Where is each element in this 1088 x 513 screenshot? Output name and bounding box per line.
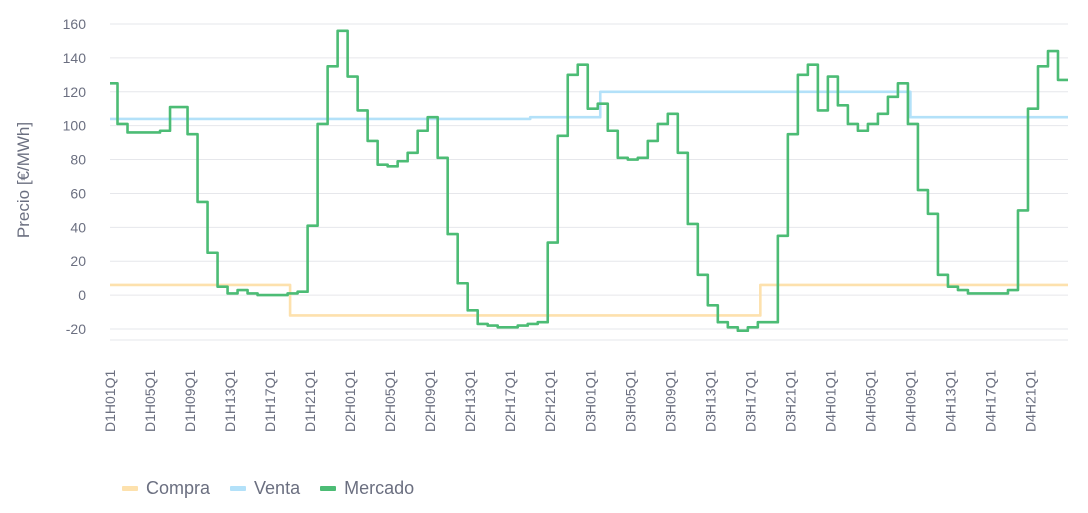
legend-item-compra[interactable]: Compra [122,478,210,499]
x-tick-label: D1H17Q1 [262,370,278,432]
y-tick-label: 100 [63,118,87,134]
y-tick-label: 140 [63,50,87,66]
x-tick-label: D4H01Q1 [822,370,838,432]
x-tick-label: D2H17Q1 [502,370,518,432]
y-axis-title: Precio [€/MWh] [14,122,33,238]
y-tick-label: 0 [78,287,86,303]
legend-swatch-venta [230,486,247,491]
y-tick-label: 160 [63,16,87,32]
legend-swatch-compra [122,486,138,491]
x-tick-label: D1H01Q1 [102,370,118,432]
x-tick-label: D3H05Q1 [622,370,638,432]
x-tick-label: D4H21Q1 [1022,370,1038,432]
x-tick-label: D1H05Q1 [142,370,158,432]
y-tick-label: 20 [70,253,86,269]
y-axis: -20 0 20 40 60 80 100 120 140 160 [63,16,87,337]
series-line-compra [110,283,1068,317]
x-tick-label: D2H09Q1 [422,370,438,432]
y-tick-label: 60 [70,185,86,201]
x-tick-label: D3H09Q1 [662,370,678,432]
y-tick-label: 40 [70,219,86,235]
legend: Compra Venta Mercado [122,478,414,499]
legend-item-venta[interactable]: Venta [230,478,300,499]
series-lines [110,29,1068,332]
series-line-mercado [110,29,1068,332]
y-tick-label: 80 [70,152,86,168]
x-tick-label: D2H13Q1 [462,370,478,432]
legend-label-compra: Compra [146,478,211,498]
x-tick-label: D3H17Q1 [742,370,758,432]
x-tick-label: D2H01Q1 [342,370,358,432]
x-tick-label: D3H21Q1 [782,370,798,432]
x-tick-label: D4H09Q1 [902,370,918,432]
series-line-venta [110,90,1068,121]
x-tick-label: D2H21Q1 [542,370,558,432]
x-tick-label: D1H21Q1 [302,370,318,432]
x-tick-label: D4H17Q1 [982,370,998,432]
legend-item-mercado[interactable]: Mercado [320,478,414,499]
x-tick-label: D1H09Q1 [182,370,198,432]
x-tick-label: D4H13Q1 [942,370,958,432]
x-tick-label: D2H05Q1 [382,370,398,432]
x-tick-label: D3H13Q1 [702,370,718,432]
x-tick-label: D4H05Q1 [862,370,878,432]
legend-label-mercado: Mercado [344,478,415,498]
y-tick-label: -20 [66,321,86,337]
legend-label-venta: Venta [254,478,301,498]
legend-swatch-mercado [320,486,337,491]
y-tick-label: 120 [63,84,87,100]
x-axis: D1H01Q1 D1H05Q1 D1H09Q1 D1H13Q1 D1H17Q1 D1H21… [102,370,1038,432]
x-tick-label: D1H13Q1 [222,370,238,432]
x-tick-label: D3H01Q1 [582,370,598,432]
